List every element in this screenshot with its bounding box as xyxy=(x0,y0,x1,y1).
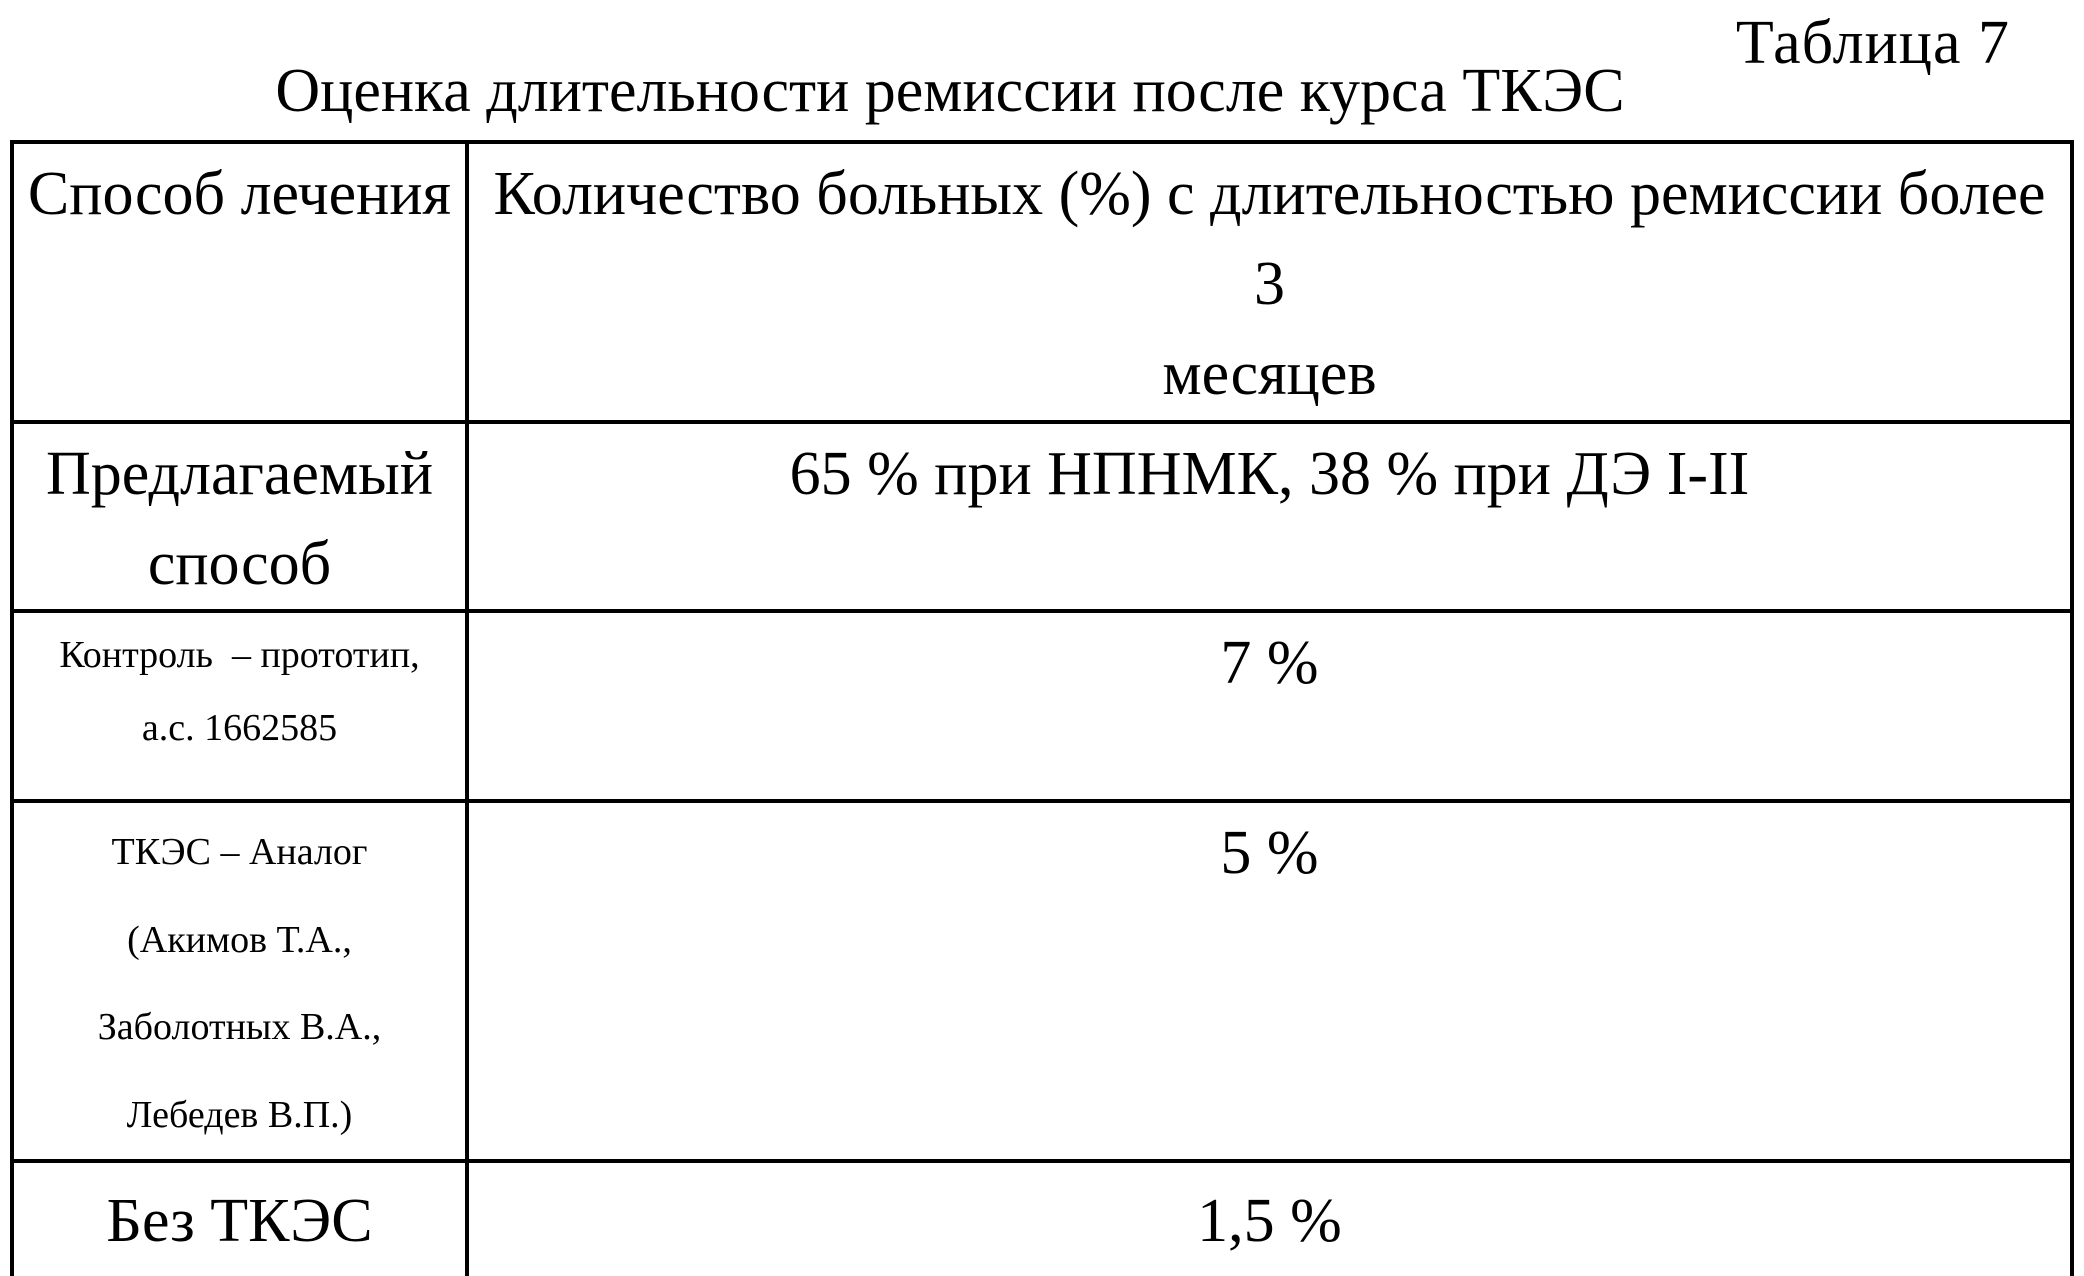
method-cell: Предлагаемый способ xyxy=(10,419,469,614)
method-line: Предлагаемый xyxy=(45,439,433,508)
table-header-row: Способ лечения Количество больных (%) с … xyxy=(10,140,2074,424)
column-header-method: Способ лечения xyxy=(10,140,469,424)
value-text: 1,5 % xyxy=(1197,1187,1342,1256)
method-line: (Акимов Т.А., xyxy=(127,918,352,961)
method-line: способ xyxy=(147,529,332,598)
column-header-value: Количество больных (%) с длительностью р… xyxy=(465,140,2074,424)
table-row-tkes-analog: ТКЭС – Аналог (Акимов Т.А., Заболотных В… xyxy=(10,799,2074,1164)
table-row-without-tkes: Без ТКЭС электросон 1,5 % xyxy=(10,1159,2074,1276)
method-line: а.с. 1662585 xyxy=(141,706,338,749)
remission-duration-table: Способ лечения Количество больных (%) с … xyxy=(10,140,2074,1276)
method-line: Лебедев В.П.) xyxy=(126,1093,353,1136)
value-cell: 1,5 % xyxy=(465,1159,2074,1276)
header-method-label: Способ лечения xyxy=(27,160,452,228)
header-value-line-1: Количество больных (%) с длительностью р… xyxy=(493,160,2061,318)
method-line: Контроль – прототип, xyxy=(59,634,420,677)
method-cell: Без ТКЭС электросон xyxy=(10,1159,469,1276)
value-text: 7 % xyxy=(1220,629,1319,698)
value-cell: 7 % xyxy=(465,609,2074,804)
value-text: 65 % при НПНМК, 38 % при ДЭ I-II xyxy=(789,439,1750,508)
value-cell: 5 % xyxy=(465,799,2074,1164)
header-value-line-2: месяцев xyxy=(1162,339,1377,408)
table-number-label: Таблица 7 xyxy=(1735,9,2010,77)
method-line: Без ТКЭС xyxy=(106,1187,373,1256)
method-cell: ТКЭС – Аналог (Акимов Т.А., Заболотных В… xyxy=(10,799,469,1164)
table-row-control-prototype: Контроль – прототип, а.с. 1662585 7 % xyxy=(10,609,2074,804)
value-text: 5 % xyxy=(1220,819,1319,888)
value-cell: 65 % при НПНМК, 38 % при ДЭ I-II xyxy=(465,419,2074,614)
method-cell: Контроль – прототип, а.с. 1662585 xyxy=(10,609,469,804)
method-line: Заболотных В.А., xyxy=(97,1006,382,1049)
table-row-proposed-method: Предлагаемый способ 65 % при НПНМК, 38 %… xyxy=(10,419,2074,614)
table-title: Оценка длительности ремиссии после курса… xyxy=(275,57,1625,125)
method-line: ТКЭС – Аналог xyxy=(111,831,368,874)
